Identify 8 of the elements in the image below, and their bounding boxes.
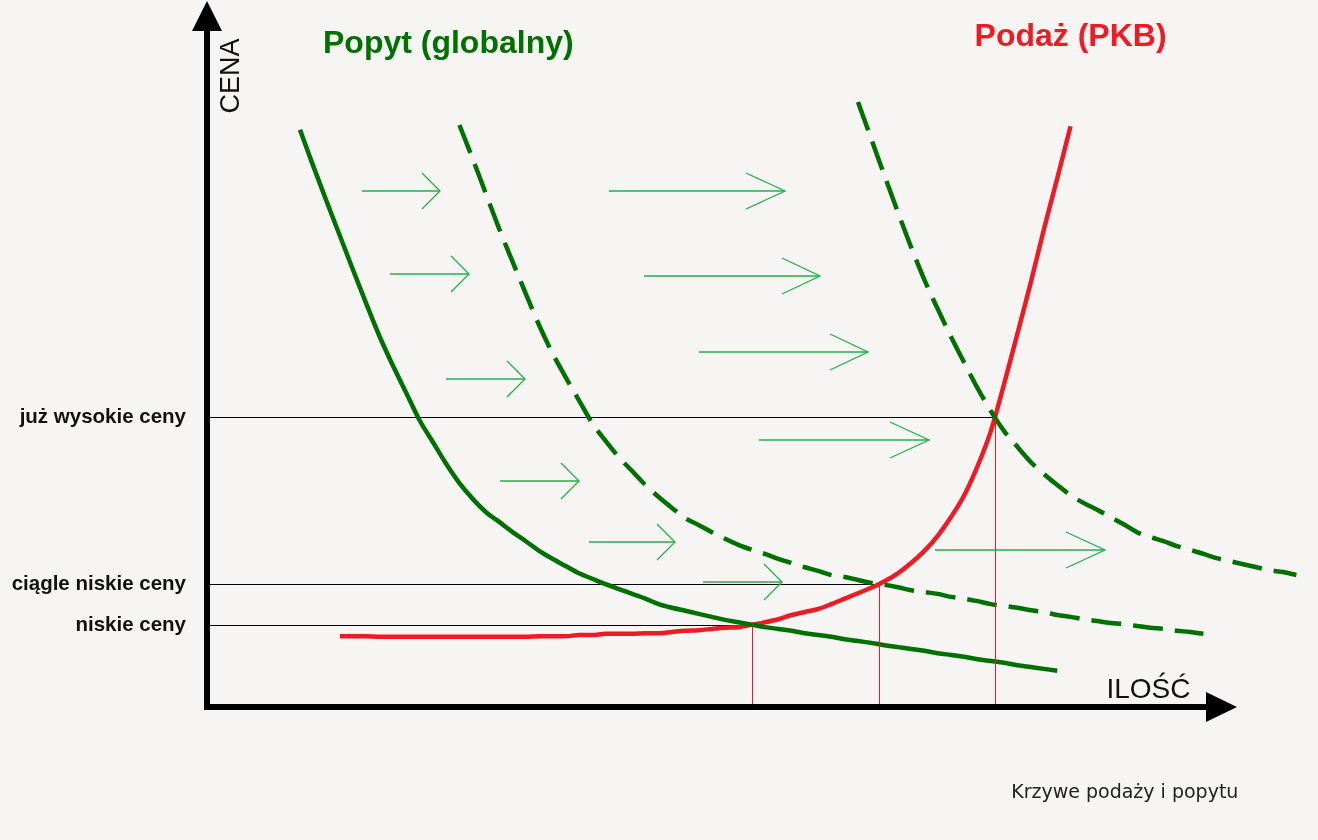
ref-line-label: niskie ceny <box>75 612 187 636</box>
text: Popyt (globalny) <box>323 23 574 60</box>
y-axis-title: CENA <box>215 38 246 114</box>
text: Podaż (PKB) <box>974 17 1167 54</box>
ref-line-label: ciągle niskie ceny <box>11 571 187 595</box>
ref-line-label: już wysokie ceny <box>18 404 187 428</box>
text: Krzywe podaży i popytu <box>1011 779 1239 802</box>
x-axis-title: ILOŚĆ <box>1106 671 1191 704</box>
